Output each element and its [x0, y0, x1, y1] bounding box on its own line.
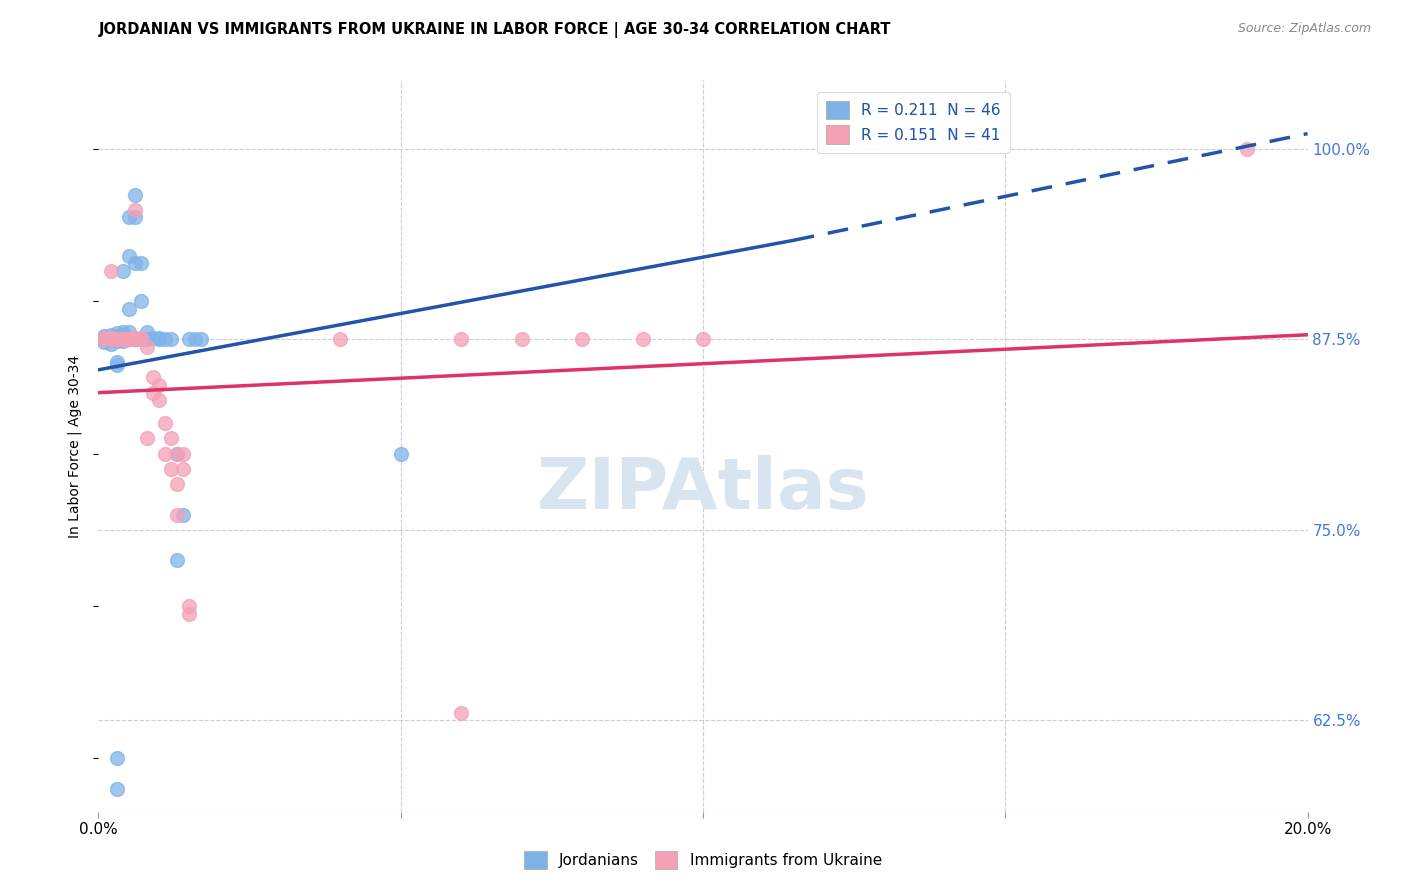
Point — [692, 332, 714, 346]
Point — [118, 211, 141, 225]
Point — [329, 332, 352, 346]
Point — [124, 256, 146, 270]
Point — [166, 477, 188, 491]
Point — [100, 337, 122, 351]
Point — [124, 211, 146, 225]
Point — [160, 431, 183, 445]
Point — [142, 370, 165, 384]
Point — [105, 331, 128, 345]
Point — [93, 332, 115, 346]
Point — [190, 332, 212, 346]
Point — [105, 781, 128, 796]
Point — [135, 332, 157, 346]
Point — [100, 332, 122, 346]
Point — [179, 607, 201, 621]
Legend: R = 0.211  N = 46, R = 0.151  N = 41: R = 0.211 N = 46, R = 0.151 N = 41 — [817, 92, 1010, 153]
Point — [148, 331, 170, 345]
Point — [631, 332, 654, 346]
Point — [129, 332, 152, 346]
Point — [111, 327, 134, 342]
Point — [124, 332, 146, 346]
Point — [100, 332, 122, 346]
Point — [118, 248, 141, 262]
Point — [148, 393, 170, 408]
Point — [124, 332, 146, 346]
Y-axis label: In Labor Force | Age 30-34: In Labor Force | Age 30-34 — [67, 354, 83, 538]
Point — [450, 706, 472, 720]
Point — [179, 599, 201, 613]
Point — [105, 334, 128, 348]
Text: JORDANIAN VS IMMIGRANTS FROM UKRAINE IN LABOR FORCE | AGE 30-34 CORRELATION CHAR: JORDANIAN VS IMMIGRANTS FROM UKRAINE IN … — [98, 22, 891, 38]
Point — [129, 331, 152, 345]
Point — [93, 335, 115, 350]
Point — [118, 325, 141, 339]
Point — [105, 358, 128, 372]
Point — [166, 447, 188, 461]
Point — [105, 355, 128, 369]
Point — [1236, 142, 1258, 156]
Point — [510, 332, 533, 346]
Point — [166, 508, 188, 522]
Point — [166, 553, 188, 567]
Point — [160, 462, 183, 476]
Point — [129, 294, 152, 309]
Point — [450, 332, 472, 346]
Point — [111, 331, 134, 345]
Point — [124, 332, 146, 346]
Point — [118, 332, 141, 346]
Point — [105, 326, 128, 341]
Point — [124, 202, 146, 217]
Point — [160, 332, 183, 346]
Point — [571, 332, 593, 346]
Point — [135, 431, 157, 445]
Legend: Jordanians, Immigrants from Ukraine: Jordanians, Immigrants from Ukraine — [517, 845, 889, 875]
Point — [111, 264, 134, 278]
Point — [93, 332, 115, 346]
Point — [172, 447, 194, 461]
Point — [389, 447, 412, 461]
Point — [148, 378, 170, 392]
Point — [118, 332, 141, 346]
Point — [129, 332, 152, 346]
Point — [172, 508, 194, 522]
Point — [111, 334, 134, 348]
Text: ZIPAtlas: ZIPAtlas — [537, 456, 869, 524]
Point — [105, 751, 128, 765]
Point — [93, 331, 115, 345]
Point — [179, 332, 201, 346]
Point — [153, 332, 176, 346]
Point — [172, 462, 194, 476]
Point — [153, 447, 176, 461]
Point — [118, 332, 141, 346]
Point — [111, 332, 134, 346]
Point — [100, 327, 122, 342]
Point — [105, 332, 128, 346]
Point — [105, 331, 128, 345]
Point — [135, 325, 157, 339]
Point — [142, 331, 165, 345]
Point — [118, 301, 141, 316]
Point — [135, 340, 157, 354]
Point — [124, 331, 146, 345]
Point — [111, 332, 134, 346]
Point — [148, 332, 170, 346]
Point — [184, 332, 207, 346]
Text: Source: ZipAtlas.com: Source: ZipAtlas.com — [1237, 22, 1371, 36]
Point — [100, 331, 122, 345]
Point — [100, 264, 122, 278]
Point — [129, 256, 152, 270]
Point — [111, 325, 134, 339]
Point — [166, 447, 188, 461]
Point — [105, 332, 128, 346]
Point — [153, 416, 176, 430]
Point — [93, 329, 115, 343]
Point — [142, 385, 165, 400]
Point — [124, 187, 146, 202]
